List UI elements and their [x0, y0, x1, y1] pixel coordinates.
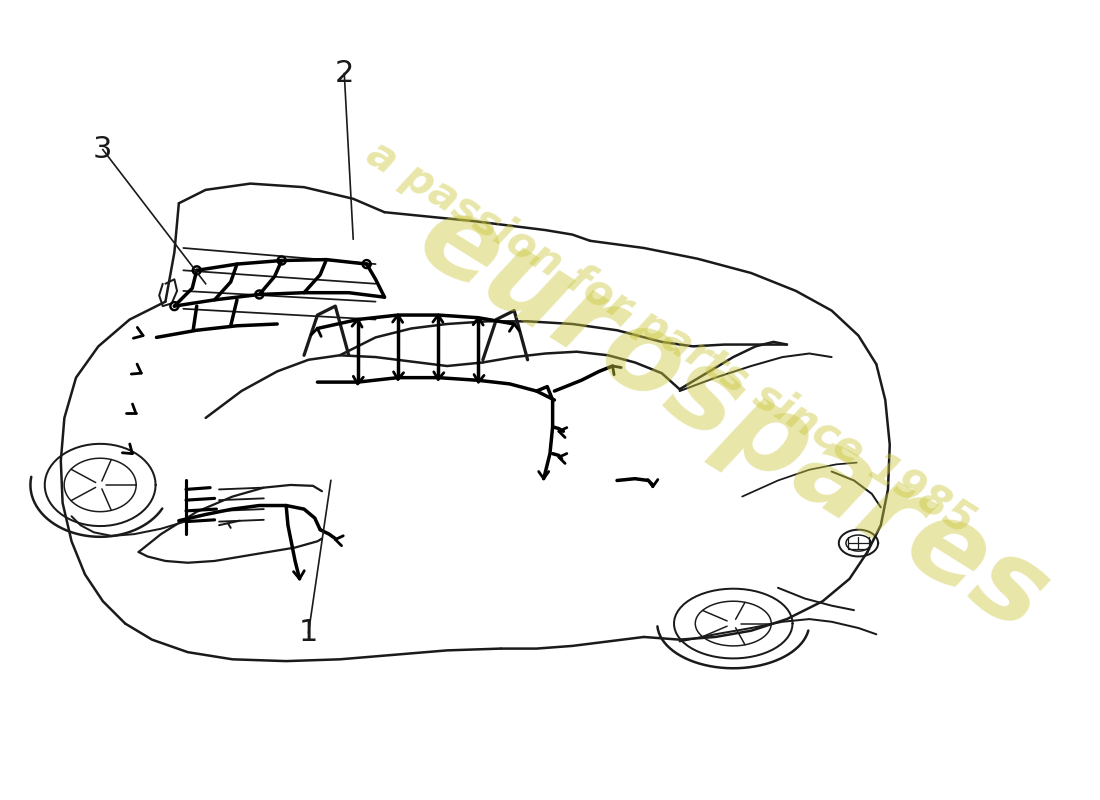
- Text: 1: 1: [299, 618, 318, 647]
- Text: 3: 3: [94, 135, 112, 164]
- Text: 2: 2: [334, 59, 354, 88]
- Text: eurospares: eurospares: [398, 180, 1068, 656]
- Text: a passion for parts since 1985: a passion for parts since 1985: [360, 132, 982, 543]
